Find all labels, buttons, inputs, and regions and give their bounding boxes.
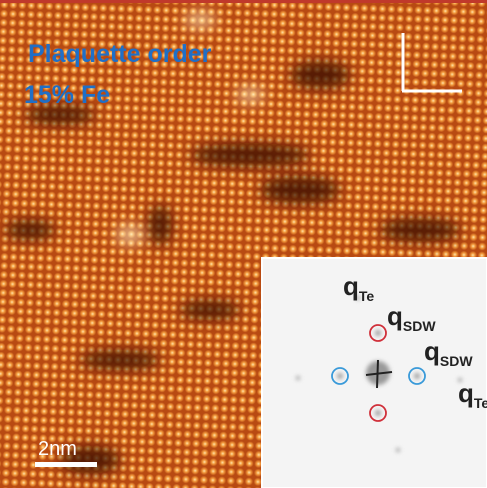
top-border xyxy=(0,0,487,3)
scale-bar xyxy=(35,462,97,467)
q-main: q xyxy=(343,271,359,301)
title-line2: 15% Fe xyxy=(24,81,110,109)
q-main: q xyxy=(424,336,440,366)
q-main: q xyxy=(387,301,403,331)
q-sub: SDW xyxy=(440,353,473,369)
q-main: q xyxy=(458,378,474,408)
title-line1: Plaquette order xyxy=(28,40,212,68)
q-sub: SDW xyxy=(403,318,436,334)
q-sub: Te xyxy=(474,395,487,411)
scale-bar-label: 2nm xyxy=(38,438,77,460)
fft-inset: qTe qSDW qSDW qTe xyxy=(262,258,487,488)
page: Plaquette order 15% Fe 2nm qTe qSDW qSDW… xyxy=(0,0,487,488)
stm-figure: Plaquette order 15% Fe 2nm qTe qSDW qSDW… xyxy=(0,0,487,488)
q-sub: Te xyxy=(359,288,375,304)
